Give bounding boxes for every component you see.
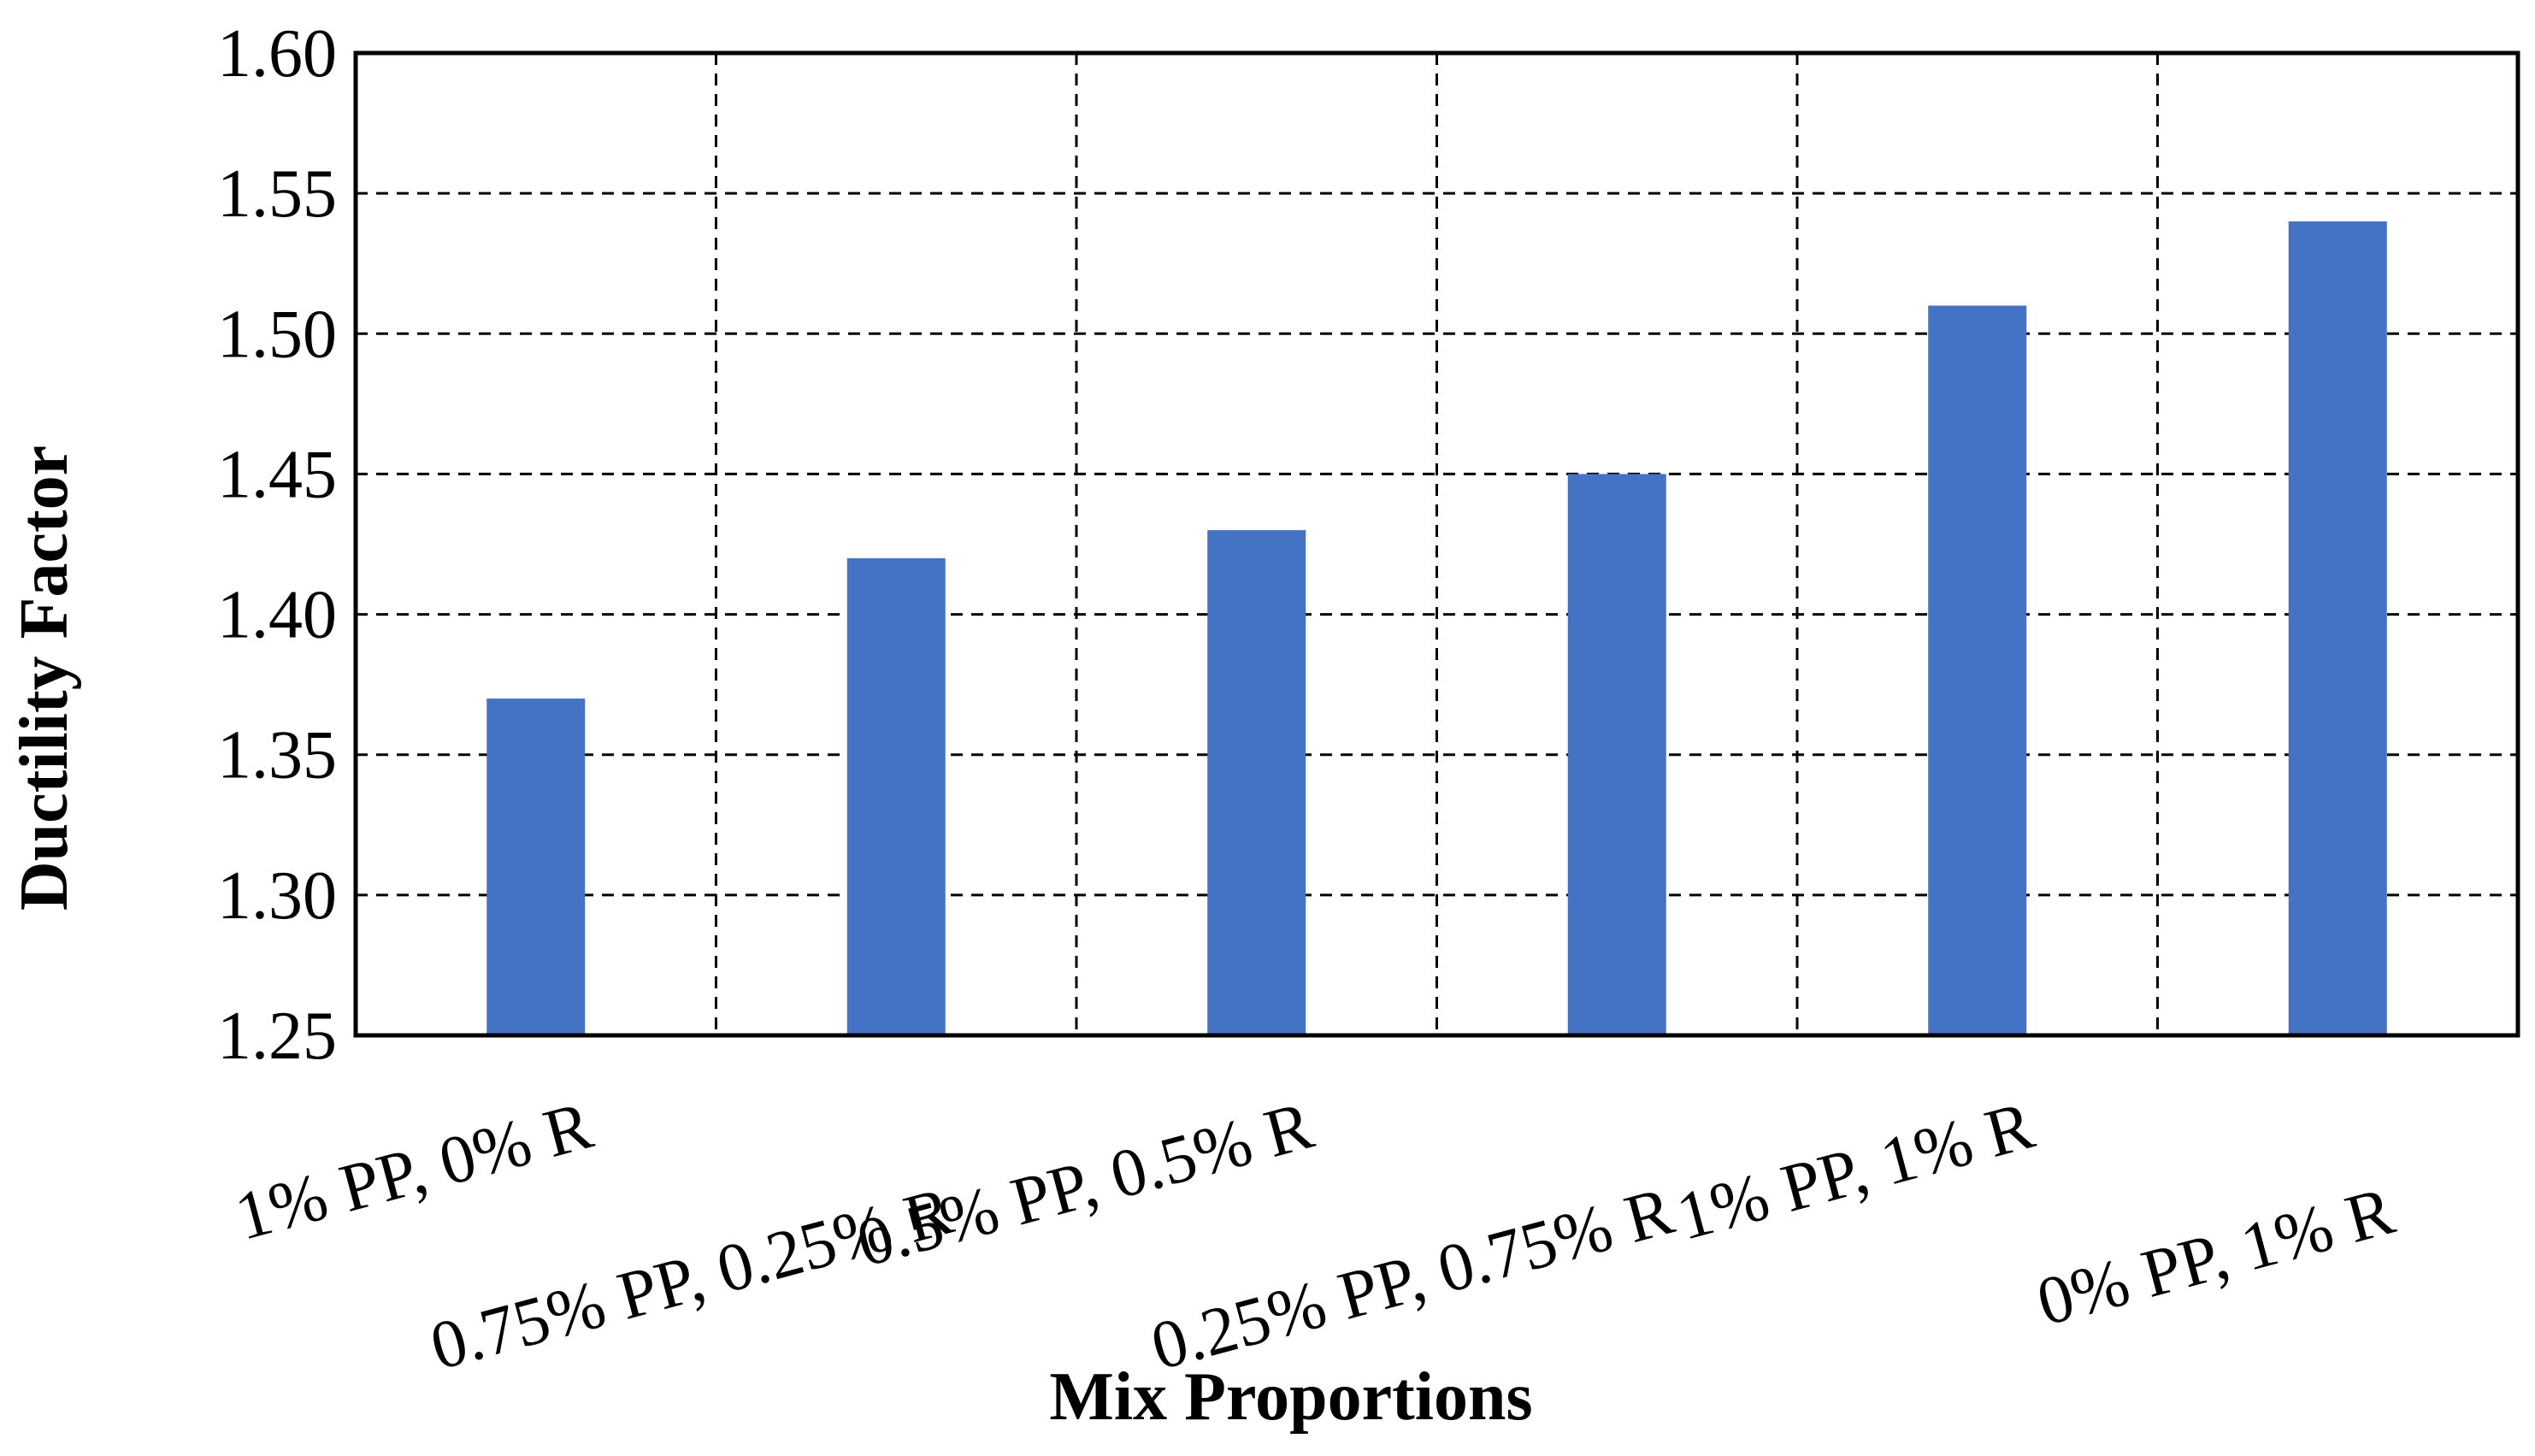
bar [2288, 221, 2387, 1035]
y-axis-tick-labels: 1.25 1.30 1.35 1.40 1.45 1.50 1.55 1.60 [217, 16, 337, 1074]
y-tick-label: 1.55 [217, 156, 337, 232]
y-tick-label: 1.30 [217, 858, 337, 934]
x-tick-label: 1% PP, 1% R [1669, 1088, 2042, 1255]
bar [486, 699, 586, 1035]
bar [1567, 474, 1666, 1035]
y-tick-label: 1.25 [217, 999, 337, 1074]
x-axis-title: Mix Proportions [1049, 1359, 1532, 1435]
y-tick-label: 1.35 [217, 718, 337, 793]
plot-area-border [353, 50, 2520, 1038]
y-tick-label: 1.60 [217, 16, 337, 91]
y-tick-label: 1.50 [217, 297, 337, 372]
bar [846, 557, 946, 1035]
y-tick-label: 1.45 [217, 437, 337, 512]
x-tick-label: 0% PP, 1% R [2030, 1173, 2402, 1341]
bar [1928, 305, 2027, 1035]
y-axis-title: Ductility Factor [7, 445, 82, 911]
x-tick-label: 0.25% PP, 0.75% R [1144, 1173, 1682, 1384]
gridlines [356, 53, 2518, 1035]
x-tick-label: 1% PP, 0% R [227, 1088, 600, 1255]
y-tick-label: 1.40 [217, 578, 337, 653]
bar [1207, 530, 1306, 1035]
bars [486, 221, 2387, 1035]
x-axis-tick-labels: 1% PP, 0% R0.75% PP, 0.25% R0.5% PP, 0.5… [227, 1088, 2402, 1384]
